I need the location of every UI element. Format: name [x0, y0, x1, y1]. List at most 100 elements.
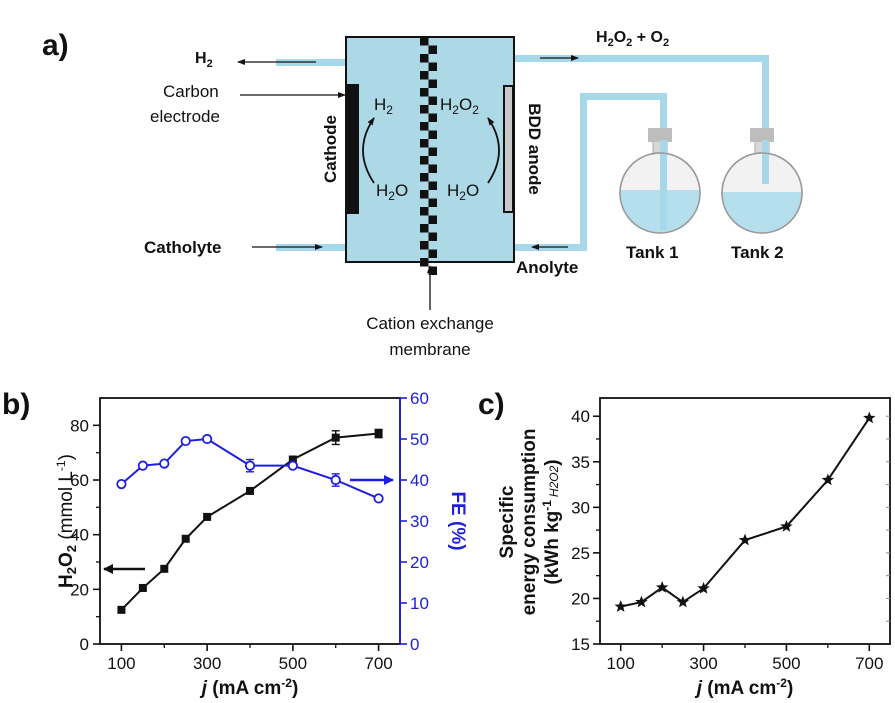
- right-y-tick-label: 10: [410, 594, 429, 613]
- tank-2-dip-tube: [762, 140, 769, 184]
- product-label: H2O2 + O2: [596, 29, 669, 49]
- data-point-square: [160, 564, 169, 573]
- membrane-label-2: membrane: [389, 340, 470, 359]
- membrane-square: [420, 207, 429, 216]
- data-point-star: [697, 581, 710, 594]
- cathode-reaction-arrow: [362, 117, 375, 184]
- tank-1-stopper: [648, 128, 672, 142]
- membrane-square: [428, 181, 437, 190]
- y-tick-label: 40: [571, 407, 590, 426]
- panel-c-ylabel-3: (kWh kg-1H2O2): [540, 459, 563, 584]
- y-tick-label: 30: [571, 498, 590, 517]
- membrane-square: [420, 156, 429, 165]
- panel-b-ticks: 100 300 500 700 0 20 40 60 80 0 10 20 30 40 50 60: [70, 389, 429, 673]
- anolyte-label: Anolyte: [516, 258, 578, 277]
- panel-c-series: [614, 411, 876, 612]
- product-outlet-pipe: [514, 55, 769, 62]
- data-point-square: [246, 486, 254, 495]
- h2o2-cell-label: H2O2: [440, 95, 479, 117]
- tank2-down-pipe: [762, 55, 769, 185]
- data-point-circle: [330, 474, 341, 486]
- right-y-tick-label: 60: [410, 389, 429, 408]
- data-point-star: [614, 600, 627, 612]
- right-y-tick-label: 20: [410, 553, 429, 572]
- left-y-tick-label: 0: [80, 635, 89, 654]
- membrane-square: [420, 105, 429, 114]
- energy-series-line: [620, 417, 871, 608]
- y-tick-label: 35: [571, 453, 590, 472]
- data-point-star: [821, 473, 835, 486]
- membrane-square: [428, 147, 437, 156]
- panel-b-label: b): [2, 388, 30, 421]
- tank-2: [721, 128, 803, 234]
- right-y-tick-label: 30: [410, 512, 429, 531]
- y-tick-label: 20: [571, 589, 590, 608]
- panel-c: c) 100 300 500 700 15 20 25 30 35 40 Specific ene…: [478, 388, 891, 699]
- tank-2-stopper: [750, 128, 774, 142]
- membrane-label-1: Cation exchange: [366, 314, 494, 333]
- panel-c-ylabel-2: energy consumption: [519, 429, 540, 616]
- left-y-tick-label: 40: [70, 526, 89, 545]
- panel-c-xlabel: j (mA cm-2): [694, 676, 794, 699]
- panel-b-left-ylabel: H2O2 (mmol L-1): [54, 454, 79, 588]
- membrane-square: [428, 62, 437, 71]
- h2o-right-label: H2O: [447, 181, 479, 203]
- membrane-square: [428, 232, 437, 241]
- anode-reaction-arrow: [487, 117, 500, 184]
- membrane-square: [420, 54, 429, 63]
- left-y-tick-label: 80: [70, 416, 89, 435]
- data-point-star: [635, 595, 648, 608]
- data-point-circle: [202, 433, 213, 445]
- data-point-square: [203, 512, 212, 521]
- panel-c-plot-frame: [599, 397, 891, 645]
- panel-c-ticks: 100 300 500 700 15 20 25 30 35 40: [571, 407, 890, 673]
- carbon-electrode-label-2: electrode: [150, 107, 220, 126]
- x-tick-label: 300: [193, 654, 221, 673]
- data-point-star: [655, 581, 669, 593]
- x-tick-label: 700: [855, 654, 883, 673]
- membrane-square: [428, 130, 437, 139]
- membrane-square: [420, 190, 429, 199]
- membrane-square: [420, 88, 429, 97]
- panel-a-label: a): [42, 29, 69, 62]
- tank-1-outline: [619, 152, 701, 234]
- data-point-square: [288, 455, 297, 464]
- data-point-star: [738, 533, 752, 546]
- y-tick-label: 25: [571, 544, 590, 563]
- tank1-top-pipe: [580, 93, 667, 100]
- catholyte-label: Catholyte: [144, 238, 221, 257]
- bdd-anode-label: BDD anode: [525, 103, 544, 195]
- data-point-circle: [137, 460, 148, 471]
- x-tick-label: 300: [689, 654, 717, 673]
- data-point-star: [780, 519, 793, 532]
- panel-b-xlabel: j (mA cm-2): [199, 676, 299, 699]
- panel-b-series: [116, 428, 384, 614]
- left-y-tick-label: 20: [70, 580, 89, 599]
- x-tick-label: 100: [107, 654, 135, 673]
- left-y-tick-label: 60: [70, 471, 89, 490]
- membrane-square: [428, 45, 437, 54]
- membrane-square: [428, 164, 437, 173]
- cathode-label: Cathode: [321, 115, 340, 183]
- membrane-square: [428, 79, 437, 88]
- tank-2-outline: [721, 152, 803, 234]
- tank-2-liquid: [722, 192, 802, 233]
- cation-exchange-membrane: [420, 37, 437, 275]
- data-point-circle: [180, 435, 191, 447]
- membrane-square: [428, 113, 437, 122]
- tank-2-label: Tank 2: [731, 243, 784, 262]
- carbon-electrode-label-1: Carbon: [163, 82, 219, 101]
- data-point-circle: [373, 493, 384, 504]
- membrane-square: [420, 258, 429, 267]
- membrane-square: [428, 249, 437, 258]
- membrane-square: [420, 173, 429, 182]
- right-y-tick-label: 50: [410, 430, 429, 449]
- membrane-square: [428, 96, 437, 105]
- right-y-tick-label: 0: [410, 635, 419, 654]
- data-point-circle: [159, 458, 170, 469]
- tank-1-dip-tube: [660, 140, 667, 230]
- membrane-square: [420, 37, 429, 46]
- panel-c-label: c): [478, 388, 505, 421]
- y-tick-label: 15: [571, 635, 590, 654]
